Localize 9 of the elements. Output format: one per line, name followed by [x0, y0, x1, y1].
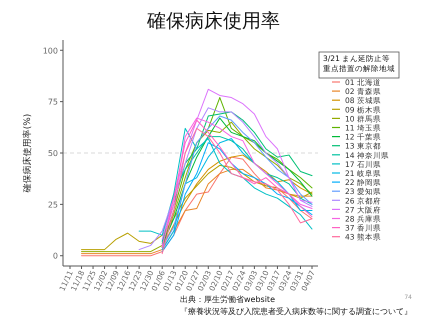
y-tick-label: 100: [42, 46, 58, 56]
y-tick-label: 50: [48, 149, 58, 158]
text: 『療養状況等及び入院患者受入病床数等に関する調査について』: [180, 307, 412, 316]
y-tick-label: 0: [52, 252, 58, 261]
chart-title: 確保病床使用率: [146, 10, 280, 32]
y-tick-label: 75: [48, 98, 58, 107]
source-note: 出典：厚生労働省website: [180, 295, 276, 304]
y-axis-title: 確保病床使用率(%): [22, 114, 33, 194]
y-tick-label: 25: [48, 200, 58, 210]
